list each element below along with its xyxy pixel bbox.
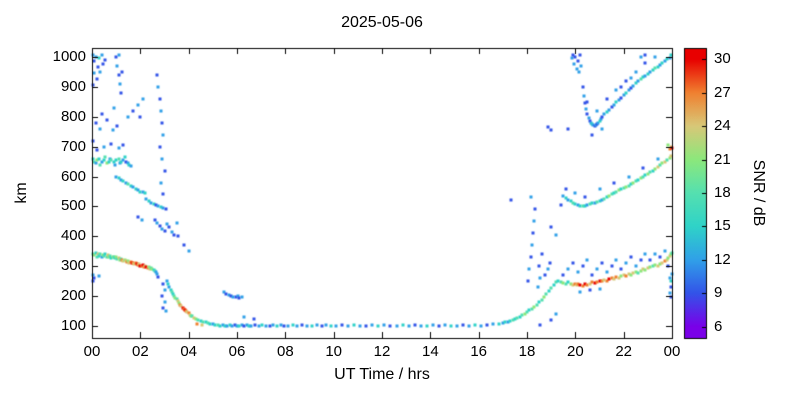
x-tick-label: 22 [615,343,632,360]
y-tick-label: 300 [60,257,86,275]
x-tick-label: 16 [470,343,487,360]
y-tick-label: 700 [60,137,86,155]
y-tick-label: 1000 [52,47,86,65]
x-tick-label: 08 [276,343,294,360]
colorbar-tick-label: 6 [714,317,723,335]
colorbar-tick-label: 9 [714,284,723,302]
colorbar-tick-label: 21 [714,150,731,168]
y-tick-label: 600 [60,167,86,185]
x-tick-label: 20 [566,343,584,360]
x-tick-label: 14 [421,343,439,360]
x-tick-label: 00 [83,343,101,360]
y-tick-label: 400 [60,227,86,245]
x-tick-label: 10 [325,343,342,360]
colorbar-label: SNR / dB [750,159,767,227]
y-tick-label: 100 [60,317,86,335]
colorbar-tick-label: 24 [714,117,731,135]
y-tick-label: 200 [60,287,86,305]
x-tick-label: 18 [518,343,536,360]
colorbar-tick-label: 27 [714,83,731,101]
y-tick-label: 800 [60,107,86,125]
colorbar-tick-label: 12 [714,250,731,268]
colorbar-tick-label: 30 [714,50,731,68]
x-axis-label: UT Time / hrs [334,366,430,383]
x-tick-label: 02 [131,343,149,360]
x-tick-label: 12 [373,343,391,360]
colorbar-tick-label: 15 [714,217,731,235]
x-tick-label: 06 [228,343,246,360]
x-tick-label: 00 [663,343,681,360]
x-tick-label: 04 [180,343,197,360]
y-tick-label: 900 [60,77,86,95]
colorbar-tick-label: 18 [714,184,731,201]
y-tick-label: 500 [60,197,86,215]
